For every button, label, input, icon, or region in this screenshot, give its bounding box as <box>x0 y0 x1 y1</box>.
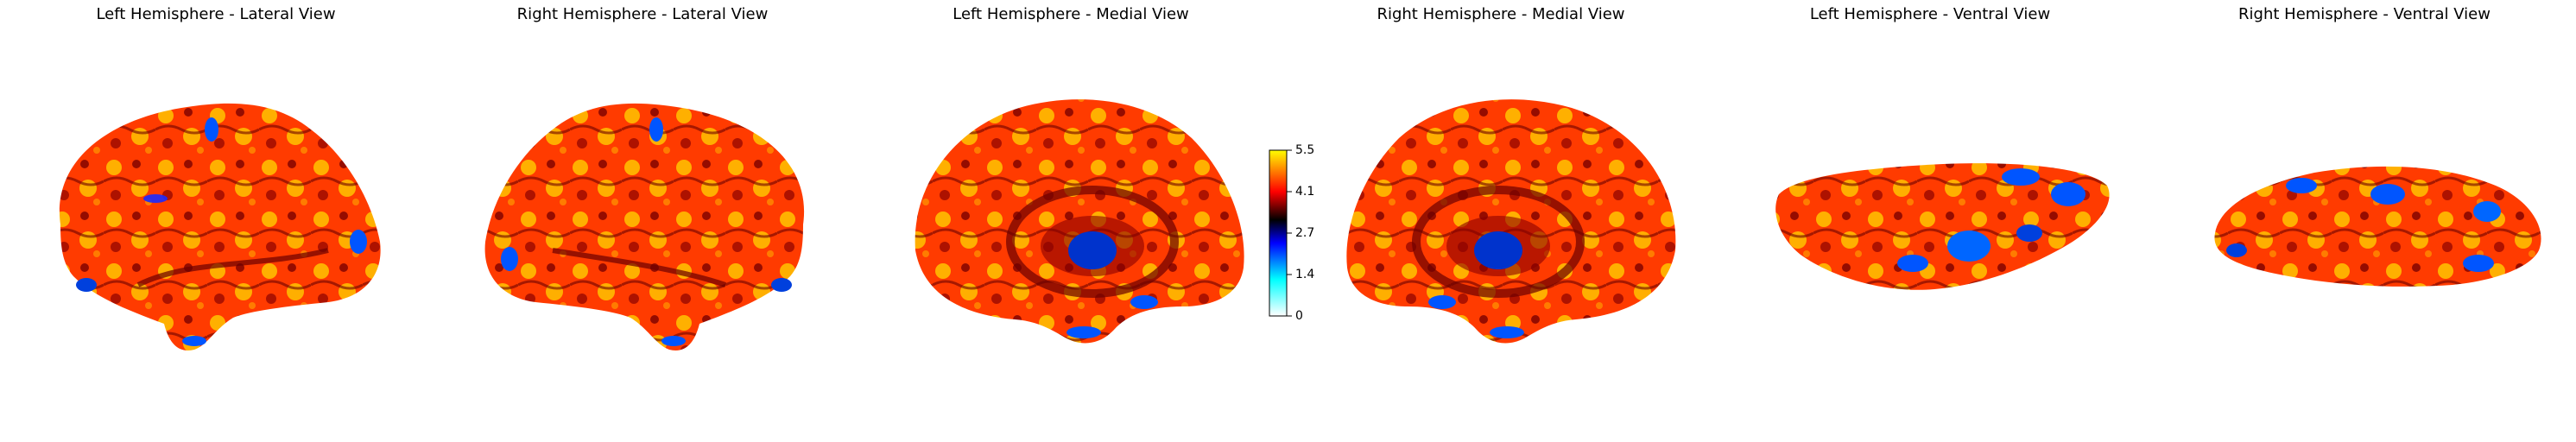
lh-lateral-surface <box>59 103 381 350</box>
rh-ventral-surface <box>2214 166 2541 287</box>
colorbar-tick-label: 4.1 <box>1295 185 1315 199</box>
colorbar-tick-label: 0 <box>1295 309 1303 323</box>
panel-title-rh-medial: Right Hemisphere - Medial View <box>1377 5 1625 23</box>
rh-medial-surface <box>1346 99 1676 344</box>
panel-title-lh-lateral: Left Hemisphere - Lateral View <box>96 5 336 23</box>
colorbar-tick-label: 1.4 <box>1295 268 1315 281</box>
lh-ventral-surface <box>1775 163 2110 290</box>
panel-title-lh-medial: Left Hemisphere - Medial View <box>953 5 1189 23</box>
rh-lateral-surface <box>484 103 805 350</box>
panel-title-lh-ventral: Left Hemisphere - Ventral View <box>1809 5 2051 23</box>
colorbar <box>1269 149 1292 317</box>
colorbar-tick-label: 2.7 <box>1295 226 1315 240</box>
lh-medial-surface <box>915 99 1244 344</box>
colorbar-tick-label: 5.5 <box>1295 143 1315 157</box>
panel-title-rh-lateral: Right Hemisphere - Lateral View <box>516 5 769 23</box>
panel-title-rh-ventral: Right Hemisphere - Ventral View <box>2238 5 2491 23</box>
